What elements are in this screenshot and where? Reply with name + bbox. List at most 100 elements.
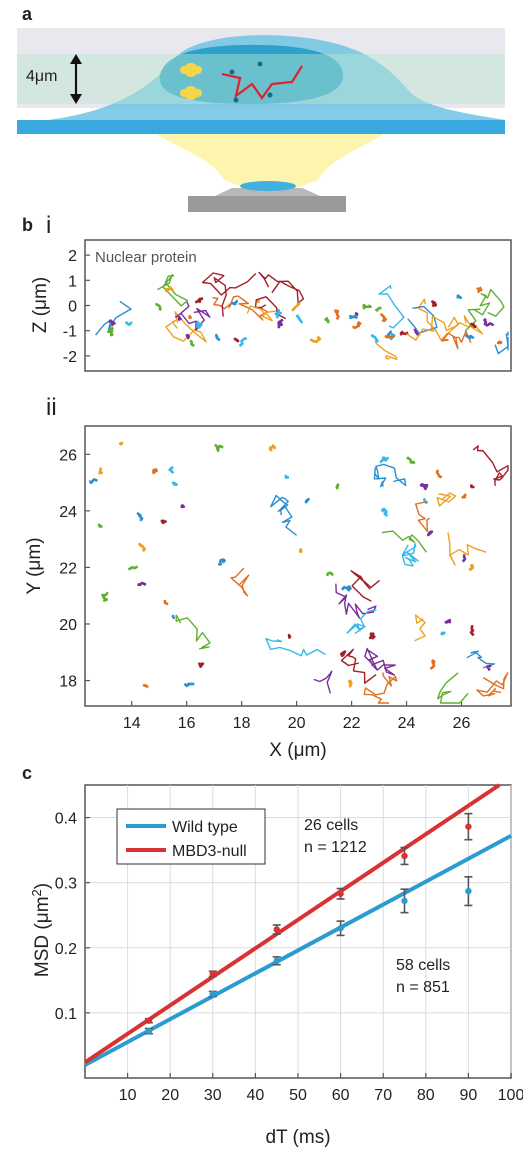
b-ii-track [363,672,398,704]
b-i-track [476,286,483,294]
scale-label: 4μm [26,68,58,85]
c-xtick-label: 60 [332,1087,350,1104]
fit-line-mbd3-null [83,783,501,1065]
data-point-mbd3-null [273,926,280,933]
c-xtick-label: 90 [460,1087,478,1104]
b-ii-track [127,565,139,571]
sub-label-i: i [46,212,52,239]
b-i-track [374,306,382,312]
data-point-mbd3-null [209,970,216,978]
c-ticks: 10 20 30 40 50 60 70 80 90 100 0.1 0.2 0.3 0.4 [55,811,523,1104]
emitter-psf [180,63,202,100]
b-i-ytick-label: 2 [68,248,77,265]
b-ii-track [230,567,250,597]
b-ii-track [298,547,303,554]
b-ii-track [429,659,436,670]
b-ii-track [287,633,292,639]
b-i-track [384,334,396,339]
b-ii-track [379,456,390,464]
b-i-track [165,311,207,343]
b-ii-track [138,542,146,552]
b-ii-track [183,682,195,688]
coverslip [17,120,505,134]
b-ii-ticks: 26 24 22 20 18 14 16 18 20 22 24 26 [59,447,470,732]
data-point-mbd3-null [337,890,344,897]
panel-letter-c: c [22,763,33,783]
b-ii-track [373,463,407,488]
b-i-ytick-label: 0 [68,299,77,316]
b-ii-track [406,456,416,465]
b-i-track [195,320,203,329]
b-ii-track [88,478,99,485]
objective-base [188,196,346,212]
panel-c-msd-plot: 10 20 30 40 50 60 70 80 90 100 0.1 0.2 0.3 0.4 Wild t… [29,783,523,1148]
b-i-track [464,288,505,332]
c-ylabel: MSD (μm2) [29,883,54,977]
b-ii-track [347,679,353,688]
panel-letter-a: a [22,4,33,24]
b-ii-xtick-label: 18 [233,715,251,732]
data-point-wild-type [145,1027,153,1035]
panel-letter-b: b [22,215,33,235]
b-i-tracks [95,271,509,360]
b-i-track [362,303,372,310]
b-ii-track [426,530,434,537]
b-ii-track [469,484,475,489]
b-i-track [174,301,211,331]
b-i-track [456,294,463,300]
b-ii-track [175,614,211,650]
b-i-track [157,273,189,307]
b-i-track [155,302,162,312]
b-ii-track [468,563,475,571]
b-i-track [274,308,283,319]
b-ii-track [163,599,169,606]
b-ii-track [461,554,467,563]
b-i-track [185,333,191,340]
b-ii-ytick-label: 20 [59,617,77,634]
annotation-wt-n: n = 851 [396,979,450,996]
b-i-track [378,285,405,329]
b-ii-track [469,624,475,637]
b-ii-ytick-label: 24 [59,504,77,521]
b-i-track [464,333,475,340]
b-i-track [349,314,359,320]
b-ii-track [440,631,446,636]
b-ii-ytick-label: 22 [59,560,77,577]
b-ii-track [364,647,396,676]
b-ii-xtick-label: 16 [178,715,196,732]
c-xtick-label: 50 [289,1087,307,1104]
sub-label-ii: ii [46,394,57,421]
b-ii-track [414,614,426,642]
c-xtick-label: 20 [161,1087,179,1104]
b-i-track [189,339,195,348]
b-ii-track [419,482,429,491]
b-ii-track [350,570,381,602]
b-i-track [246,305,277,322]
b-ii-track [268,444,277,452]
b-i-track [201,272,257,317]
b-i-ylabel: Z (μm) [30,277,51,333]
illumination-light [150,130,390,188]
b-ii-track [101,591,109,602]
b-ii-track [346,609,377,635]
objective-top [215,188,320,196]
b-ii-xtick-label: 14 [123,715,141,732]
data-point-mbd3-null [465,823,472,830]
b-ii-track [340,585,352,592]
b-i-track [441,330,472,350]
data-point-wild-type [465,887,472,895]
b-i-track [256,299,261,304]
b-ii-track [284,474,290,479]
b-i-track [215,333,221,342]
b-ii-track [313,670,333,694]
b-ii-track [171,614,175,620]
b-ii-track [447,532,487,566]
b-i-ytick-label: -2 [63,349,77,366]
b-i-track [164,286,174,293]
b-ii-track [435,469,443,479]
b-i-track [108,320,116,327]
c-xtick-label: 30 [204,1087,222,1104]
annotation-mbd3-n: n = 1212 [304,839,367,856]
molecule-dots [229,61,273,103]
b-ii-track [325,571,334,577]
